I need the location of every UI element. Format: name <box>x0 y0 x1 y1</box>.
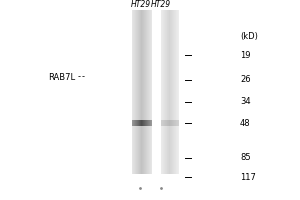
Bar <box>137 10 138 174</box>
Text: HT29: HT29 <box>130 0 151 9</box>
Bar <box>173 120 174 126</box>
Bar <box>165 120 166 126</box>
Bar <box>137 120 138 126</box>
Bar <box>140 120 141 126</box>
Bar <box>136 10 137 174</box>
Bar <box>139 120 140 126</box>
Bar <box>164 120 165 126</box>
Bar <box>142 10 143 174</box>
Bar <box>165 10 166 174</box>
Bar <box>175 120 176 126</box>
Bar <box>133 10 134 174</box>
Text: 26: 26 <box>240 75 250 84</box>
Bar <box>160 10 161 174</box>
Bar <box>172 10 173 174</box>
Bar <box>136 120 137 126</box>
Bar <box>148 10 149 174</box>
Bar <box>146 10 147 174</box>
Bar <box>170 10 171 174</box>
Bar <box>175 10 176 174</box>
Bar <box>139 10 140 174</box>
Bar <box>174 120 175 126</box>
Bar <box>136 10 137 174</box>
Bar <box>140 10 141 174</box>
Bar <box>132 120 133 126</box>
Text: 19: 19 <box>240 50 250 60</box>
Bar <box>133 120 134 126</box>
Bar <box>144 120 145 126</box>
Bar <box>161 10 162 174</box>
Text: 34: 34 <box>240 98 250 106</box>
Text: RAB7L: RAB7L <box>48 72 75 82</box>
Bar <box>174 10 175 174</box>
Bar <box>176 10 177 174</box>
Bar <box>167 10 168 174</box>
Bar <box>151 10 152 174</box>
Bar <box>164 10 165 174</box>
Bar <box>141 10 142 174</box>
Bar <box>138 120 139 126</box>
Text: 117: 117 <box>240 172 256 182</box>
Bar <box>169 10 170 174</box>
Bar <box>147 120 148 126</box>
Bar <box>169 120 170 126</box>
Bar <box>143 120 144 126</box>
Bar <box>148 120 149 126</box>
Bar <box>167 120 168 126</box>
Bar <box>172 120 173 126</box>
Bar <box>166 120 167 126</box>
Bar <box>150 120 151 126</box>
Bar <box>169 120 170 126</box>
Bar <box>168 120 169 126</box>
Bar <box>162 10 163 174</box>
Text: HT29: HT29 <box>150 0 171 9</box>
Bar <box>138 10 139 174</box>
Bar <box>143 10 144 174</box>
Bar <box>147 10 148 174</box>
Bar <box>135 120 136 126</box>
Bar <box>144 10 145 174</box>
Bar <box>163 120 164 126</box>
Bar <box>136 120 137 126</box>
Bar <box>142 120 143 126</box>
Bar <box>161 120 162 126</box>
Text: --: -- <box>76 72 86 82</box>
Bar <box>163 10 164 174</box>
Text: 48: 48 <box>240 118 250 128</box>
Bar <box>176 120 177 126</box>
Bar <box>134 120 135 126</box>
Bar <box>168 10 169 174</box>
Bar <box>151 120 152 126</box>
Bar <box>145 10 146 174</box>
Text: 85: 85 <box>240 154 250 162</box>
Bar <box>132 10 133 174</box>
Text: (kD): (kD) <box>240 32 258 42</box>
Bar <box>173 10 174 174</box>
Bar <box>141 120 142 126</box>
Bar <box>171 10 172 174</box>
Bar <box>145 120 146 126</box>
Bar <box>177 10 178 174</box>
Bar <box>171 120 172 126</box>
Bar <box>160 120 161 126</box>
Bar <box>135 10 136 174</box>
Bar <box>177 120 178 126</box>
Bar <box>170 120 171 126</box>
Bar <box>162 120 163 126</box>
Bar <box>150 10 151 174</box>
Bar <box>134 10 135 174</box>
Bar <box>169 10 170 174</box>
Bar <box>146 120 147 126</box>
Bar <box>166 10 167 174</box>
